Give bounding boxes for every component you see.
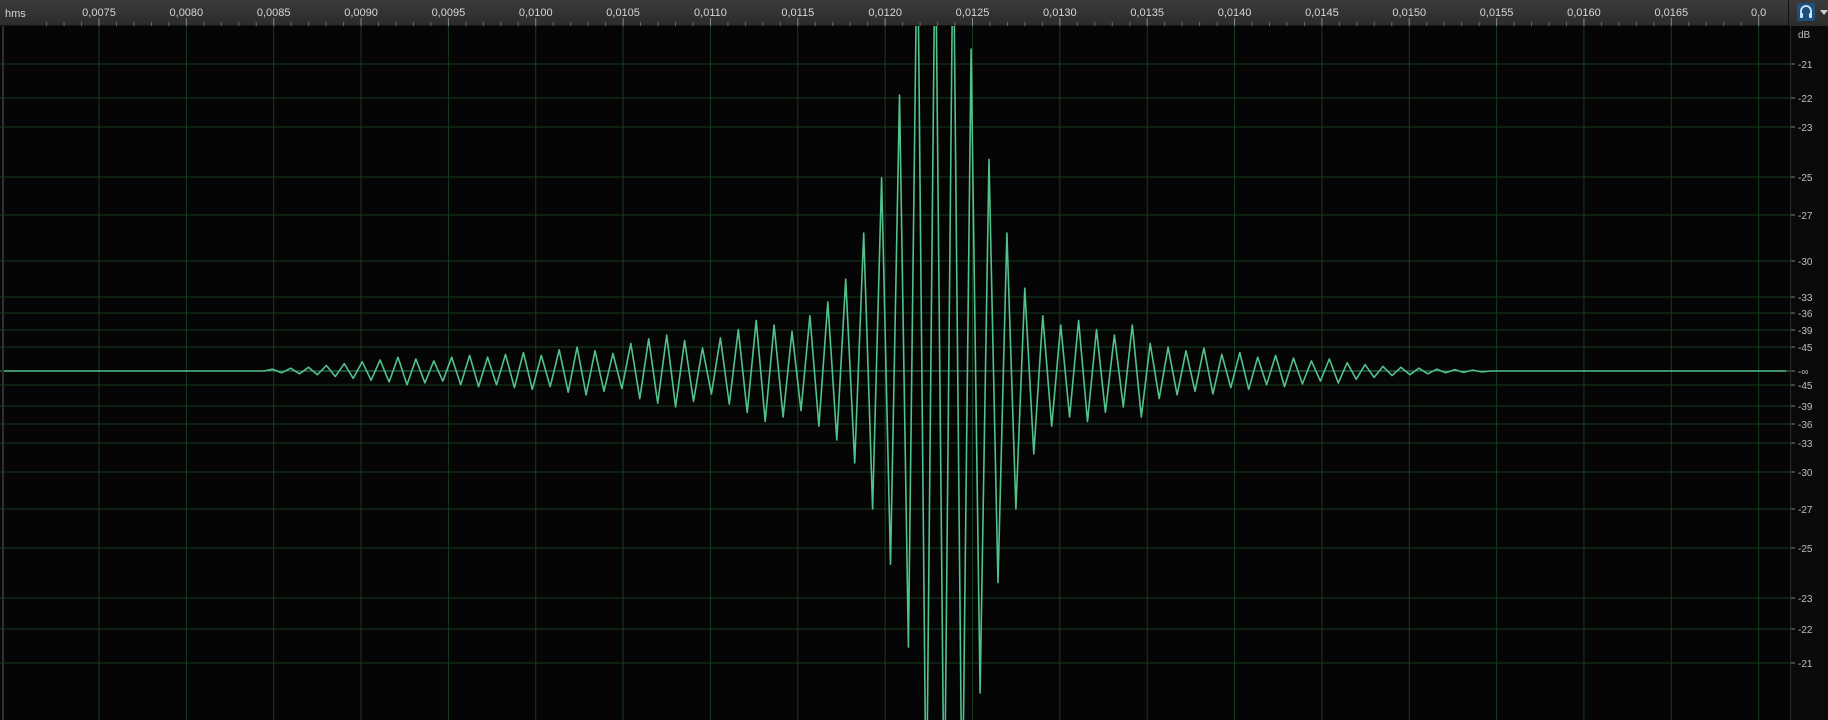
ruler-tick-label: 0,0095: [432, 7, 466, 19]
ruler-tick-label: 0,0155: [1480, 7, 1514, 19]
ruler-tick-label: 0,0100: [519, 7, 553, 19]
db-tick-label: -23: [1798, 123, 1813, 134]
db-tick-label: -45: [1798, 343, 1813, 354]
amplitude-scale-labels: dB -21 -22 -23 -25 -27 -30 -33 -36 -39 -45 -∞ -45 -39…: [1791, 30, 1813, 670]
db-tick-label: -23: [1798, 594, 1813, 605]
grid-lines: [0, 26, 1790, 720]
db-unit-label: dB: [1798, 30, 1811, 41]
ruler-tick-label: 0,0085: [257, 7, 291, 19]
db-tick-label: -22: [1798, 625, 1813, 636]
ruler-tick-label: 0,0130: [1043, 7, 1077, 19]
amplitude-scale[interactable]: dB -21 -22 -23 -25 -27 -30 -33 -36 -39 -45 -∞ -45 -39…: [1790, 26, 1828, 720]
db-tick-label: -45: [1798, 381, 1813, 392]
ruler-tick-label: 0,0105: [606, 7, 640, 19]
db-tick-label: -30: [1798, 257, 1813, 268]
waveform-canvas: [0, 26, 1790, 720]
db-tick-label: -27: [1798, 505, 1813, 516]
db-tick-label: -39: [1798, 402, 1813, 413]
db-tick-label: -33: [1798, 293, 1813, 304]
ruler-tick-label: 0,0075: [82, 7, 116, 19]
ruler-tick-label: 0,0090: [344, 7, 378, 19]
ruler-tick-label: 0,0150: [1392, 7, 1426, 19]
db-tick-label: -21: [1798, 60, 1813, 71]
ruler-unit-label: hms: [5, 8, 26, 20]
db-tick-label: -36: [1798, 420, 1813, 431]
db-tick-label: -36: [1798, 309, 1813, 320]
ruler-tick-label: 0,0110: [694, 7, 727, 19]
db-tick-label: -27: [1798, 211, 1813, 222]
ruler-tick-label: 0,0160: [1567, 7, 1601, 19]
time-ruler-ticks: hms 0,0075 0,0080 0,0085 0,0090 0,0095 0,0100 0…: [5, 7, 1766, 26]
ruler-tick-label: 0,0135: [1130, 7, 1164, 19]
ruler-tick-label: 0,0145: [1305, 7, 1339, 19]
db-tick-label: -22: [1798, 94, 1813, 105]
dropdown-arrow-icon[interactable]: [1819, 5, 1828, 19]
ruler-tick-label: 0,0165: [1654, 7, 1688, 19]
ruler-tick-label: 0,0125: [956, 7, 990, 19]
time-ruler[interactable]: hms 0,0075 0,0080 0,0085 0,0090 0,0095 0,0100 0…: [0, 0, 1788, 26]
ruler-tick-label: 0,0120: [868, 7, 902, 19]
waveform-line: [4, 26, 1786, 720]
db-tick-label: -∞: [1798, 367, 1808, 378]
ruler-tick-label: 0,0140: [1218, 7, 1252, 19]
db-tick-label: -39: [1798, 326, 1813, 337]
waveform-display[interactable]: [0, 26, 1790, 720]
headphones-icon[interactable]: [1797, 3, 1815, 21]
db-tick-label: -25: [1798, 173, 1813, 184]
db-tick-label: -21: [1798, 659, 1813, 670]
ruler-tick-label: 0,0115: [781, 7, 814, 19]
db-tick-label: -30: [1798, 468, 1813, 479]
db-tick-label: -33: [1798, 439, 1813, 450]
ruler-tick-label: 0,0080: [170, 7, 204, 19]
db-tick-label: -25: [1798, 544, 1813, 555]
ruler-corner: [1788, 0, 1828, 26]
ruler-tick-label: 0,0: [1751, 7, 1766, 19]
